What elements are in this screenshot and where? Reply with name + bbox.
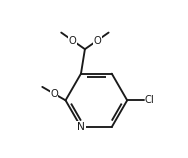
Text: O: O	[50, 89, 58, 99]
Text: Cl: Cl	[145, 95, 154, 105]
Text: O: O	[93, 36, 101, 46]
Text: O: O	[69, 36, 77, 46]
Text: N: N	[77, 122, 85, 132]
